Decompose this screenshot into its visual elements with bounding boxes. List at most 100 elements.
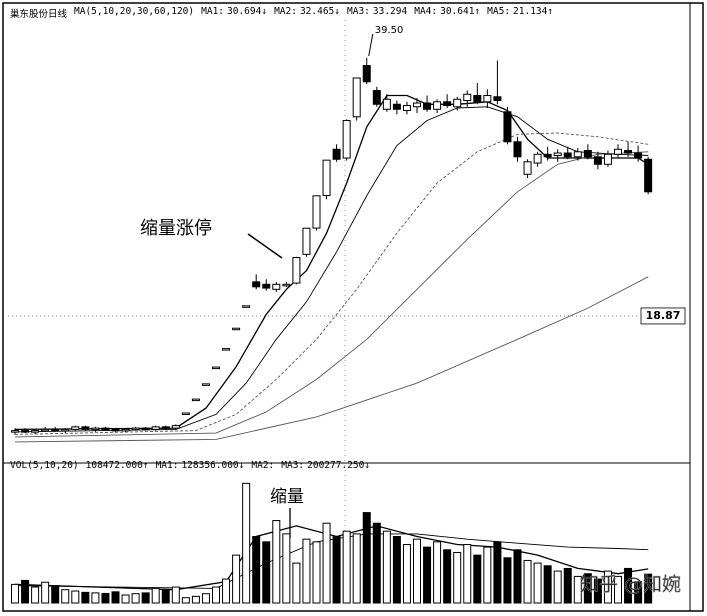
volume-bar [131,593,140,604]
legend-value: 200277.250↓ [307,460,371,471]
volume-bar [362,512,371,604]
volume-bar [302,538,311,604]
candle-body [443,101,452,107]
annotation-pointer [247,233,283,259]
legend-value: 21.134↑ [513,6,554,17]
legend-value: 30.641↑ [440,6,481,17]
legend-value: 30.694↓ [227,6,268,17]
volume-bar [181,597,190,604]
candle-body [392,103,401,110]
volume-bar [161,589,170,604]
legend-name: MA3: [281,460,305,471]
candle-body [423,102,432,110]
volume-bar [121,594,130,604]
legend-item: MA5: 21.134↑ [487,6,553,20]
volume-title: VOL(5,10,20) [10,460,79,471]
volume-bar [493,541,502,604]
candle-body [252,281,261,288]
volume-bar [523,559,532,604]
volume-bar [282,533,291,604]
volume-bar [402,543,411,604]
ma-line [14,525,649,591]
candle-body [332,148,341,160]
candle-body [201,383,210,386]
volume-bar [101,592,110,604]
volume-header: VOL(5,10,20) 108472.000↑ MA1: 128356.000↓… [10,460,370,471]
legend-name: MA5: [487,6,511,17]
candle-body [181,412,190,415]
candle-body [81,426,90,430]
candle-body [362,65,371,83]
legend-name: MA4: [414,6,438,17]
candle-body [191,398,200,402]
volume-bar [533,562,542,604]
legend-item: MA3: 200277.250↓ [281,460,370,471]
candle-body [503,111,512,143]
candle-body [131,427,140,431]
volume-bar [252,536,261,604]
volume-bar [382,530,391,604]
ma-line [14,276,649,443]
volume-bar [232,554,241,604]
legend-name: MA1: [201,6,225,17]
candle-body [543,153,552,158]
volume-bar [111,591,120,604]
volume-bar [453,551,462,604]
volume-bar [242,482,251,604]
volume-bar [513,549,522,604]
volume-bar [624,567,633,604]
legend-item: MA2: [251,460,274,471]
candle-body [382,98,391,110]
volume-bar [51,585,60,604]
annotation: 缩量涨停 [140,218,212,239]
legend-value: 128356.000↓ [181,460,245,471]
candle-body [372,90,381,105]
volume-bar [262,541,271,604]
candle-body [563,152,572,158]
volume-bar [433,541,442,604]
volume-annotation: 缩量 [270,487,304,507]
candle-body [463,93,472,102]
candle-body [624,150,633,154]
volume-bar [593,578,602,604]
candle-body [212,366,220,370]
volume-bar [272,520,281,604]
candle-body [171,425,180,429]
ma-line [14,94,649,431]
candle-body [342,120,351,159]
volume-current: 108472.000↑ [85,460,149,471]
volume-bar [222,578,231,604]
candle-body [614,148,622,155]
candle-body [222,348,231,351]
candle-body [242,305,251,308]
candle-body [262,283,271,289]
volume-bar [463,543,472,604]
candle-body [21,430,30,433]
volume-bar [11,583,19,604]
candle-body [402,105,411,112]
price-label: 18.87 [646,309,681,322]
candle-body [91,427,100,431]
candle-body [473,95,482,103]
volume-bar [503,557,512,604]
volume-bar [201,593,210,604]
volume-bar [563,567,572,604]
legend-item: MA1: 128356.000↓ [156,460,245,471]
candle-body [312,195,321,229]
candle-body [232,327,241,331]
ma-line [14,533,649,589]
volume-bar [443,549,452,604]
candle-body [302,227,311,255]
ma-spec: MA(5,10,20,30,60,120) [74,6,195,17]
legend-item: MA2: 32.465↓ [274,6,340,20]
candle-body [101,427,110,431]
candle-body [453,98,462,108]
legend-value: 33.294 [372,6,408,17]
volume-bar [322,522,331,604]
candle-body [141,427,150,431]
chart-title: 巢东股份日线 [10,9,68,20]
volume-bar [151,587,160,604]
candle-body [483,95,492,103]
candle-body [553,152,562,157]
